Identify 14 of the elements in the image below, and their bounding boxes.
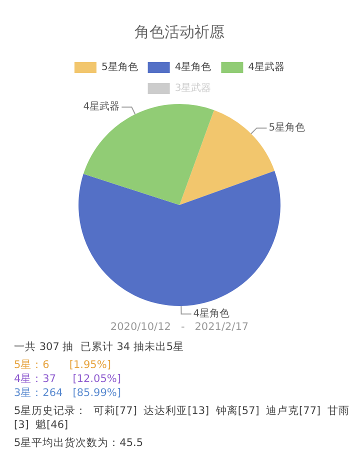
slice-label: 4星角色 — [193, 308, 230, 320]
slice-label: 5星角色 — [268, 122, 306, 134]
text: 4星：37 [12.05%] — [13, 372, 122, 386]
legend-label: 5星角色 — [101, 61, 138, 74]
legend-label: 4星角色 — [174, 61, 212, 74]
text: 5星历史记录： 可莉[77] 达达利亚[13] 钟离[57] 迪卢克[77] 甘雨[3] 魈[46] — [13, 404, 350, 432]
text: 5星：6 [1.95%] — [13, 358, 112, 372]
text: 一共 307 抽 已累计 34 抽未出5星 — [13, 340, 186, 354]
text: 3星：264 [85.99%] — [13, 386, 122, 400]
slice-label: 4星武器 — [83, 100, 120, 113]
chart-title: 角色活动祈愿 — [134, 22, 224, 41]
legend-label: 4星武器 — [248, 61, 285, 74]
text: 2020/10/12 - 2021/2/17 — [109, 320, 250, 334]
text: 5星平均出货次数为：45.5 — [13, 436, 144, 450]
